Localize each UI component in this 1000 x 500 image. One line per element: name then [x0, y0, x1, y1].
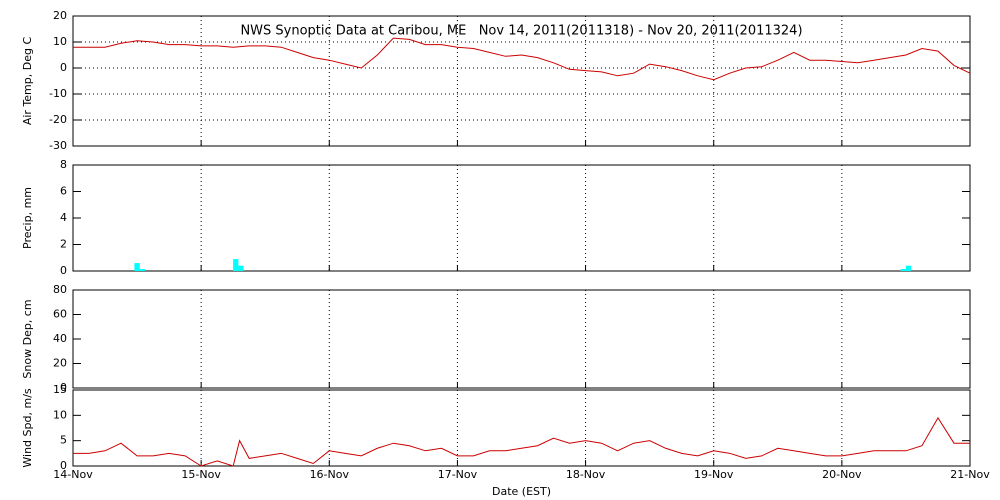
- bar: [233, 259, 239, 271]
- y-tick-label: 0: [60, 459, 67, 472]
- y-tick-label: 2: [60, 238, 67, 251]
- x-axis-label: Date (EST): [492, 485, 551, 498]
- y-tick-label: 0: [60, 381, 67, 394]
- y-tick-label: 5: [60, 434, 67, 447]
- plot-frame: [72, 289, 971, 389]
- x-tick-label: 20-Nov: [822, 468, 862, 481]
- y-tick-label: 15: [53, 383, 67, 396]
- y-tick-label: 60: [53, 308, 67, 321]
- y-tick-label: 0: [60, 61, 67, 74]
- x-tick-label: 18-Nov: [566, 468, 606, 481]
- y-tick-label: 80: [53, 283, 67, 296]
- y-tick-label: 20: [53, 357, 67, 370]
- x-tick-label: 17-Nov: [438, 468, 478, 481]
- y-tick-label: 6: [60, 185, 67, 198]
- y-tick-label: -20: [49, 113, 67, 126]
- y-tick-label: 0: [60, 264, 67, 277]
- x-tick-label: 19-Nov: [694, 468, 734, 481]
- x-tick-label: 16-Nov: [310, 468, 350, 481]
- bar: [900, 269, 907, 271]
- plot-frame: [72, 389, 971, 467]
- bar: [134, 263, 140, 271]
- y-tick-label: 40: [53, 332, 67, 345]
- x-tick-label: 21-Nov: [950, 468, 990, 481]
- y-tick-label: 20: [53, 9, 67, 22]
- y-axis-label: Air Temp, Deg C: [21, 37, 34, 126]
- y-tick-label: 10: [53, 35, 67, 48]
- bar: [905, 265, 912, 271]
- bar: [238, 265, 244, 271]
- y-tick-label: -10: [49, 87, 67, 100]
- y-axis-label: Precip, mm: [21, 187, 34, 249]
- y-tick-label: 10: [53, 408, 67, 421]
- chart-title: NWS Synoptic Data at Caribou, ME Nov 14,…: [240, 24, 802, 39]
- data-line: [73, 416, 970, 467]
- x-tick-label: 14-Nov: [53, 468, 93, 481]
- y-tick-label: -30: [49, 139, 67, 152]
- y-tick-label: 4: [60, 211, 67, 224]
- y-axis-label: Snow Dep, cm: [21, 299, 34, 378]
- x-tick-label: 15-Nov: [181, 468, 221, 481]
- y-tick-label: 8: [60, 158, 67, 171]
- data-line: [73, 37, 971, 81]
- bar: [139, 269, 145, 271]
- plot-frame: [72, 164, 971, 272]
- y-axis-label: Wind Spd, m/s: [21, 388, 34, 468]
